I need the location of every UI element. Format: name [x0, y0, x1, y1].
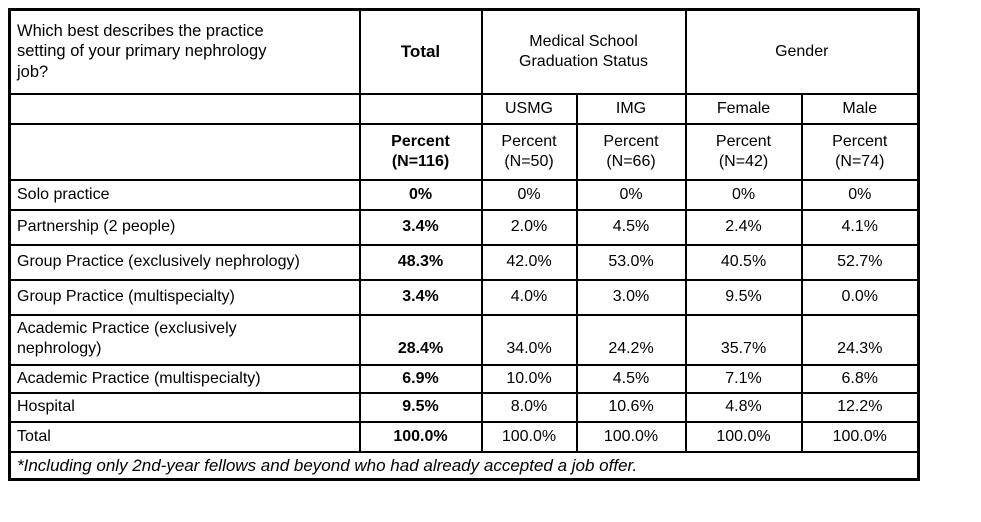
- table-row-group-multispecialty: Group Practice (multispecialty) 3.4% 4.0…: [8, 278, 920, 316]
- cell-img: 100.0%: [575, 420, 687, 453]
- cell-img: 0%: [575, 178, 687, 211]
- row-label: Solo practice: [8, 178, 361, 211]
- row-label: Group Practice (multispecialty): [8, 278, 361, 316]
- cell-usmg: 34.0%: [480, 313, 578, 366]
- cell-female: 4.8%: [684, 391, 803, 423]
- cell-img: 4.5%: [575, 363, 687, 394]
- table-row-partnership: Partnership (2 people) 3.4% 2.0% 4.5% 2.…: [8, 208, 920, 246]
- cell-male: 0%: [800, 178, 920, 211]
- cell-usmg: 4.0%: [480, 278, 578, 316]
- cell-total: 3.4%: [358, 208, 483, 246]
- cell-usmg: 100.0%: [480, 420, 578, 453]
- cell-male: 6.8%: [800, 363, 920, 394]
- cell-usmg: 10.0%: [480, 363, 578, 394]
- empty-cell: [8, 92, 361, 125]
- cell-male: 100.0%: [800, 420, 920, 453]
- cell-usmg: 42.0%: [480, 243, 578, 281]
- percent-n-total: Percent (N=116): [358, 122, 483, 181]
- cell-female: 100.0%: [684, 420, 803, 453]
- cell-male: 52.7%: [800, 243, 920, 281]
- subheader-img: IMG: [575, 92, 687, 125]
- percent-n-male: Percent (N=74): [800, 122, 920, 181]
- row-label: Partnership (2 people): [8, 208, 361, 246]
- cell-female: 35.7%: [684, 313, 803, 366]
- table-row-total: Total 100.0% 100.0% 100.0% 100.0% 100.0%: [8, 420, 920, 453]
- row-label: Total: [8, 420, 361, 453]
- subheader-female: Female: [684, 92, 803, 125]
- cell-total: 0%: [358, 178, 483, 211]
- row-label: Academic Practice (exclusively nephrolog…: [8, 313, 361, 366]
- cell-total: 100.0%: [358, 420, 483, 453]
- medschool-group-header: Medical School Graduation Status: [480, 8, 687, 95]
- cell-female: 40.5%: [684, 243, 803, 281]
- cell-male: 4.1%: [800, 208, 920, 246]
- header-row-percent-n: Percent (N=116) Percent (N=50) Percent (…: [8, 122, 920, 181]
- cell-img: 4.5%: [575, 208, 687, 246]
- row-label: Academic Practice (multispecialty): [8, 363, 361, 394]
- cell-male: 24.3%: [800, 313, 920, 366]
- cell-male: 0.0%: [800, 278, 920, 316]
- cell-male: 12.2%: [800, 391, 920, 423]
- table-row-academic-nephrology: Academic Practice (exclusively nephrolog…: [8, 313, 920, 366]
- table-row-group-nephrology: Group Practice (exclusively nephrology) …: [8, 243, 920, 281]
- cell-female: 0%: [684, 178, 803, 211]
- cell-total: 9.5%: [358, 391, 483, 423]
- subheader-male: Male: [800, 92, 920, 125]
- cell-total: 6.9%: [358, 363, 483, 394]
- row-label: Group Practice (exclusively nephrology): [8, 243, 361, 281]
- table-footnote: *Including only 2nd-year fellows and bey…: [8, 450, 920, 481]
- percent-n-usmg: Percent (N=50): [480, 122, 578, 181]
- cell-total: 3.4%: [358, 278, 483, 316]
- cell-usmg: 2.0%: [480, 208, 578, 246]
- cell-usmg: 8.0%: [480, 391, 578, 423]
- cell-img: 10.6%: [575, 391, 687, 423]
- empty-cell: [8, 122, 361, 181]
- cell-img: 3.0%: [575, 278, 687, 316]
- cell-total: 28.4%: [358, 313, 483, 366]
- percent-n-img: Percent (N=66): [575, 122, 687, 181]
- practice-setting-table: Which best describes the practice settin…: [8, 8, 920, 481]
- header-row-subgroups: USMG IMG Female Male: [8, 92, 920, 125]
- cell-img: 53.0%: [575, 243, 687, 281]
- cell-female: 9.5%: [684, 278, 803, 316]
- subheader-usmg: USMG: [480, 92, 578, 125]
- cell-img: 24.2%: [575, 313, 687, 366]
- table-row-solo-practice: Solo practice 0% 0% 0% 0% 0%: [8, 178, 920, 211]
- cell-usmg: 0%: [480, 178, 578, 211]
- cell-female: 2.4%: [684, 208, 803, 246]
- question-header: Which best describes the practice settin…: [8, 8, 361, 95]
- table-row-hospital: Hospital 9.5% 8.0% 10.6% 4.8% 12.2%: [8, 391, 920, 423]
- cell-female: 7.1%: [684, 363, 803, 394]
- empty-cell: [358, 92, 483, 125]
- cell-total: 48.3%: [358, 243, 483, 281]
- footnote-row: *Including only 2nd-year fellows and bey…: [8, 450, 920, 481]
- header-row-groups: Which best describes the practice settin…: [8, 8, 920, 95]
- total-column-header: Total: [358, 8, 483, 95]
- row-label: Hospital: [8, 391, 361, 423]
- table-row-academic-multispecialty: Academic Practice (multispecialty) 6.9% …: [8, 363, 920, 394]
- gender-group-header: Gender: [684, 8, 920, 95]
- percent-n-female: Percent (N=42): [684, 122, 803, 181]
